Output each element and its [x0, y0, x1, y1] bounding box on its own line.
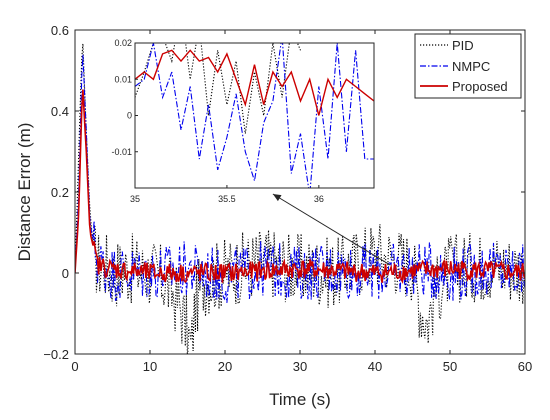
legend-label-pid: PID — [452, 38, 474, 53]
x-axis-label: Time (s) — [269, 390, 331, 409]
inset-series-group — [135, 43, 374, 188]
y-tick-label: 0 — [62, 266, 69, 281]
x-tick-label: 20 — [218, 359, 232, 374]
inset-y-tick-label: -0.01 — [111, 147, 132, 157]
series-group — [75, 43, 525, 354]
legend: PID NMPC Proposed — [414, 33, 522, 99]
x-tick-label: 10 — [143, 359, 157, 374]
x-tick-label: 0 — [71, 359, 78, 374]
inset-y-tick-label: 0.02 — [114, 38, 132, 48]
x-tick-label: 40 — [368, 359, 382, 374]
inset-zoom-plot: 35 35.5 36 -0.01 0 0.01 0.02 — [111, 38, 375, 204]
inset-y-tick-label: 0.01 — [114, 74, 132, 84]
inset-x-tick-label: 36 — [314, 194, 324, 204]
y-tick-label: 0.4 — [51, 104, 69, 119]
y-axis-label: Distance Error (m) — [15, 123, 34, 262]
legend-label-nmpc: NMPC — [452, 59, 490, 74]
zoom-arrow-head — [272, 194, 282, 202]
inset-x-tick-label: 35.5 — [218, 194, 236, 204]
inset-series-line-proposed — [135, 49, 374, 116]
y-tick-label: −0.2 — [43, 347, 69, 362]
inset-y-tick-label: 0 — [127, 111, 132, 121]
x-axis-ticks: 0 10 20 30 40 50 60 — [71, 30, 532, 374]
y-tick-label: 0.6 — [51, 23, 69, 38]
inset-x-axis-ticks: 35 35.5 36 — [130, 185, 324, 204]
inset-x-tick-label: 35 — [130, 194, 140, 204]
series-line-proposed — [75, 89, 525, 284]
y-tick-label: 0.2 — [51, 185, 69, 200]
inset-series-line-nmpc — [135, 43, 374, 188]
legend-label-proposed: Proposed — [452, 79, 508, 94]
x-tick-label: 50 — [443, 359, 457, 374]
zoom-arrow — [272, 193, 391, 266]
inset-y-axis-ticks: -0.01 0 0.01 0.02 — [111, 38, 138, 157]
x-tick-label: 60 — [518, 359, 532, 374]
x-tick-label: 30 — [293, 359, 307, 374]
y-axis-ticks: −0.2 0 0.2 0.4 0.6 — [43, 23, 525, 362]
